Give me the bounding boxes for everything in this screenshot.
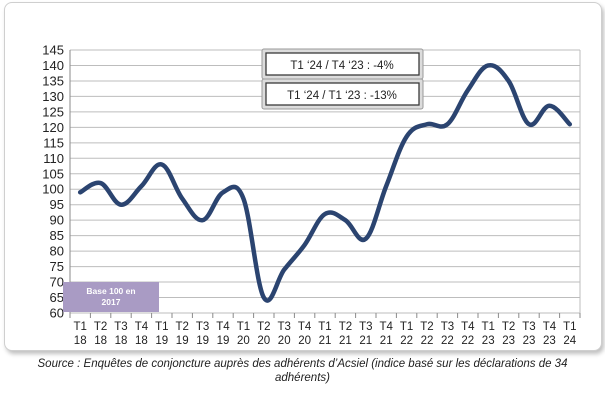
x-tick-label-year: 23	[543, 335, 556, 347]
y-tick-label: 70	[50, 275, 64, 290]
x-tick-label-year: 19	[155, 335, 168, 347]
x-tick-label-quarter: T4	[216, 321, 230, 333]
x-tick-label-quarter: T2	[175, 321, 188, 333]
x-tick-label-year: 22	[400, 335, 413, 347]
x-tick-label-year: 22	[421, 335, 434, 347]
y-tick-label: 110	[43, 151, 64, 166]
x-tick-label-year: 23	[502, 335, 515, 347]
y-tick-label: 85	[50, 228, 64, 243]
source-note: Source : Enquêtes de conjoncture auprès …	[37, 358, 568, 384]
y-tick-label: 140	[42, 58, 64, 73]
annotation-year: T1 ‘24 / T1 ‘23 : -13%	[261, 78, 424, 110]
y-tick-label: 80	[50, 244, 64, 259]
x-tick-label-quarter: T4	[461, 321, 475, 333]
x-tick-label-quarter: T1	[563, 321, 576, 333]
x-tick-label-quarter: T3	[114, 321, 127, 333]
x-tick-label-year: 18	[115, 335, 128, 347]
x-tick-label-quarter: T2	[257, 321, 270, 333]
x-tick-label-year: 21	[319, 335, 332, 347]
x-tick-label-year: 24	[563, 335, 576, 347]
y-tick-label: 145	[42, 43, 64, 58]
y-tick-label: 75	[50, 259, 64, 274]
x-tick-label-quarter: T4	[135, 321, 149, 333]
x-tick-label-year: 21	[359, 335, 372, 347]
x-tick-label-quarter: T3	[522, 321, 535, 333]
x-tick-label-year: 23	[482, 335, 495, 347]
x-tick-label-quarter: T1	[481, 321, 494, 333]
x-axis: T1 18 T2 18 T3 18 T4 18 T1 19 T2 19 T3 19 T4 19 T1 20 T2 20…	[69, 313, 581, 347]
x-tick-label-quarter: T1	[318, 321, 331, 333]
x-tick-label-quarter: T3	[359, 321, 372, 333]
x-tick-label-year: 20	[237, 335, 250, 347]
x-tick-label-quarter: T3	[441, 321, 454, 333]
x-tick-label-quarter: T4	[543, 321, 557, 333]
x-tick-label-quarter: T3	[277, 321, 290, 333]
y-tick-label: 65	[50, 290, 64, 305]
x-tick-label-year: 22	[461, 335, 474, 347]
annotation-quarter-text: T1 ‘24 / T4 ‘23 : -4%	[290, 60, 393, 72]
x-tick-label-year: 20	[257, 335, 270, 347]
x-tick-label-quarter: T1	[400, 321, 413, 333]
x-tick-label-year: 20	[298, 335, 311, 347]
base-label: Base 100 en 2017	[63, 282, 159, 312]
base-label-line2: 2017	[102, 297, 121, 307]
base-label-line1: Base 100 en	[86, 286, 135, 296]
x-tick-label-year: 21	[380, 335, 393, 347]
y-tick-label: 130	[42, 89, 64, 104]
y-axis: 6065707580859095100105110115120125130135…	[42, 43, 64, 321]
y-tick-label: 125	[42, 104, 64, 119]
y-tick-label: 95	[50, 197, 64, 212]
x-tick-label-quarter: T1	[155, 321, 168, 333]
x-tick-label-year: 22	[441, 335, 454, 347]
x-tick-label-year: 20	[278, 335, 291, 347]
x-tick-label-year: 23	[523, 335, 536, 347]
x-tick-label-quarter: T2	[502, 321, 515, 333]
x-tick-label-quarter: T1	[73, 321, 86, 333]
x-tick-label-year: 18	[74, 335, 87, 347]
y-tick-label: 90	[50, 213, 64, 228]
x-tick-label-year: 19	[196, 335, 209, 347]
x-tick-label-quarter: T1	[237, 321, 250, 333]
y-tick-label: 105	[42, 166, 64, 181]
annotation-year-text: T1 ‘24 / T1 ‘23 : -13%	[287, 90, 397, 102]
x-tick-label-year: 19	[217, 335, 230, 347]
series	[77, 62, 573, 303]
x-tick-label-year: 18	[94, 335, 107, 347]
x-tick-label-year: 19	[176, 335, 189, 347]
x-tick-label-quarter: T2	[94, 321, 107, 333]
x-tick-label-quarter: T2	[339, 321, 352, 333]
x-tick-label-quarter: T3	[196, 321, 209, 333]
x-tick-label-quarter: T4	[298, 321, 312, 333]
x-tick-label-year: 18	[135, 335, 148, 347]
x-tick-label-quarter: T4	[379, 321, 393, 333]
x-tick-label-year: 21	[339, 335, 352, 347]
y-tick-label: 120	[42, 120, 64, 135]
y-tick-label: 100	[42, 182, 64, 197]
y-tick-label: 60	[50, 306, 64, 321]
y-tick-label: 115	[43, 135, 64, 150]
x-tick-label-quarter: T2	[420, 321, 433, 333]
annotation-quarter: T1 ‘24 / T4 ‘23 : -4%	[261, 48, 424, 80]
y-tick-label: 135	[42, 73, 64, 88]
